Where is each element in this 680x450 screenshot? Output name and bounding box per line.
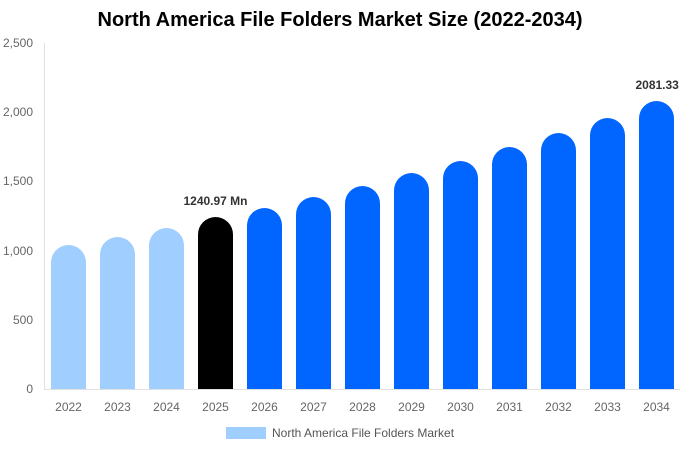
legend-swatch — [226, 427, 266, 439]
data-label: 1240.97 Mn — [183, 194, 248, 209]
x-tick-label: 2027 — [300, 400, 327, 414]
bar-2026[interactable] — [247, 207, 282, 389]
x-tick-label: 2028 — [349, 400, 376, 414]
x-tick-label: 2022 — [55, 400, 82, 414]
bar-2034[interactable] — [639, 100, 674, 389]
x-tick-label: 2031 — [496, 400, 523, 414]
bar-2024[interactable] — [149, 228, 184, 389]
x-tick-label: 2023 — [104, 400, 131, 414]
data-label: 2081.33 Mn — [635, 77, 680, 92]
y-tick-label: 1,500 — [2, 174, 33, 189]
x-tick-label: 2032 — [545, 400, 572, 414]
y-tick-label: 2,500 — [2, 36, 33, 50]
x-tick-label: 2026 — [251, 400, 278, 414]
x-tick-label: 2030 — [447, 400, 474, 414]
y-axis-line — [44, 43, 45, 389]
bar-2032[interactable] — [541, 132, 576, 389]
bar-2033[interactable] — [590, 118, 625, 389]
bar-2029[interactable] — [394, 172, 429, 389]
bar-2027[interactable] — [296, 197, 331, 389]
x-tick-label: 2034 — [643, 400, 670, 414]
y-tick-label: 500 — [12, 312, 33, 327]
chart-title: North America File Folders Market Size (… — [97, 9, 583, 31]
bar-2031[interactable] — [492, 146, 527, 389]
x-axis-line — [44, 389, 680, 390]
y-tick-label: 1,000 — [2, 243, 33, 258]
bar-2028[interactable] — [345, 185, 380, 389]
y-tick-label: 2,000 — [2, 105, 33, 120]
bar-2030[interactable] — [443, 161, 478, 389]
bar-2023[interactable] — [100, 237, 135, 389]
x-tick-label: 2029 — [398, 400, 425, 414]
legend[interactable]: North America File Folders Market — [226, 426, 454, 440]
y-tick-label: 0 — [26, 382, 33, 396]
bar-2022[interactable] — [51, 245, 86, 389]
bar-2025[interactable] — [198, 217, 233, 389]
x-tick-label: 2024 — [153, 400, 180, 414]
x-tick-label: 2025 — [202, 400, 229, 414]
legend-label: North America File Folders Market — [272, 426, 455, 440]
x-tick-label: 2033 — [594, 400, 621, 414]
